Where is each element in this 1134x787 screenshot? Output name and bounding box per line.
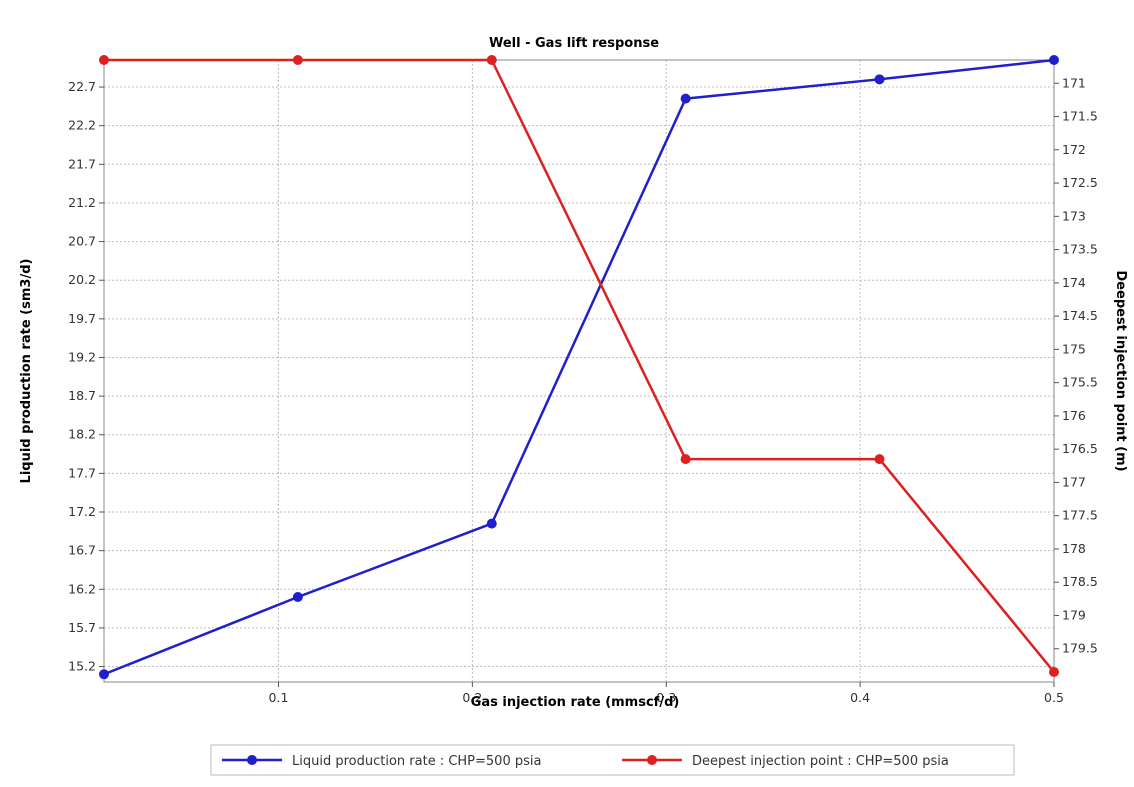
data-point — [292, 592, 303, 603]
y2-tick-label: 175.5 — [1062, 375, 1098, 390]
data-point — [486, 55, 497, 65]
y2-tick-label: 174 — [1062, 275, 1086, 290]
x-tick-label: 0.5 — [1044, 690, 1064, 705]
y-tick-label: 20.2 — [68, 272, 96, 287]
y2-tick-label: 172 — [1062, 142, 1086, 157]
x-tick-label: 0.4 — [850, 690, 870, 705]
x-axis-ticks: 0.1 0.2 0.3 0.4 0.5 — [269, 682, 1064, 705]
legend-label: Liquid production rate : CHP=500 psia — [292, 754, 541, 769]
series-layer — [99, 55, 1059, 680]
y2-tick-label: 177 — [1062, 474, 1086, 489]
legend: Liquid production rate : CHP=500 psia Dee… — [210, 744, 1015, 776]
series-line — [104, 58, 1055, 673]
y-tick-label: 21.7 — [68, 156, 96, 171]
y-tick-label: 18.2 — [68, 427, 96, 442]
right-axis-ticks: 171 171.5 172 172.5 173 173.5 174 174.5 175 175.5… — [1054, 75, 1098, 656]
y2-tick-label: 178.5 — [1062, 574, 1098, 589]
y-tick-label: 20.7 — [68, 234, 96, 249]
data-point — [1049, 55, 1059, 65]
data-point — [99, 669, 109, 680]
y2-tick-label: 178 — [1062, 541, 1086, 556]
data-point — [486, 518, 497, 529]
y2-tick-label: 172.5 — [1062, 175, 1098, 190]
y-tick-label: 15.7 — [68, 620, 96, 635]
y2-tick-label: 173 — [1062, 208, 1086, 223]
legend-label: Deepest injection point : CHP=500 psia — [692, 754, 949, 769]
data-point — [99, 55, 109, 65]
legend-swatch-marker — [247, 755, 257, 765]
x-axis-title: Gas injection rate (mmscf/d) — [471, 695, 680, 710]
y-tick-label: 21.2 — [68, 195, 96, 210]
y2-tick-label: 179.5 — [1062, 641, 1098, 656]
right-y-axis-title: Deepest injection point (m) — [1113, 270, 1128, 471]
x-tick-label: 0.2 — [462, 690, 482, 705]
y-tick-label: 22.7 — [68, 79, 96, 94]
y2-tick-label: 174.5 — [1062, 308, 1098, 323]
chart-title: Well - Gas lift response — [489, 36, 659, 51]
y-tick-label: 17.7 — [68, 465, 96, 480]
series-liquid-production — [99, 55, 1059, 680]
y2-tick-label: 171 — [1062, 75, 1086, 90]
y-tick-label: 19.2 — [68, 349, 96, 364]
legend-swatch-marker — [647, 755, 657, 765]
data-point — [874, 454, 885, 465]
legend-box — [210, 744, 1015, 776]
y2-tick-label: 171.5 — [1062, 109, 1098, 124]
y2-tick-label: 179 — [1062, 607, 1086, 622]
grid-lines — [104, 60, 1055, 682]
data-point — [680, 93, 691, 104]
series-deepest-injection — [99, 55, 1059, 678]
left-y-axis-title: Liquid production rate (sm3/d) — [19, 259, 34, 484]
y2-tick-label: 176.5 — [1062, 441, 1098, 456]
x-tick-label: 0.1 — [269, 690, 289, 705]
y2-tick-label: 177.5 — [1062, 508, 1098, 523]
data-point — [1049, 667, 1059, 678]
y2-tick-label: 173.5 — [1062, 242, 1098, 257]
y-tick-label: 16.7 — [68, 543, 96, 558]
y-tick-label: 16.2 — [68, 581, 96, 596]
y-tick-label: 17.2 — [68, 504, 96, 519]
plot-area-frame — [103, 59, 1055, 683]
y-tick-label: 15.2 — [68, 659, 96, 674]
y-tick-label: 19.7 — [68, 311, 96, 326]
y-tick-label: 18.7 — [68, 388, 96, 403]
data-point — [292, 55, 303, 65]
series-line — [103, 58, 1055, 676]
y2-tick-label: 175 — [1062, 341, 1086, 356]
left-axis-ticks: 15.2 15.7 16.2 16.7 17.2 17.7 18.2 18.7 19.2 19.7… — [68, 79, 104, 674]
data-point — [680, 454, 691, 465]
y2-tick-label: 176 — [1062, 408, 1086, 423]
x-tick-label: 0.3 — [656, 690, 676, 705]
y-tick-label: 22.2 — [68, 118, 96, 133]
data-point — [874, 74, 885, 85]
